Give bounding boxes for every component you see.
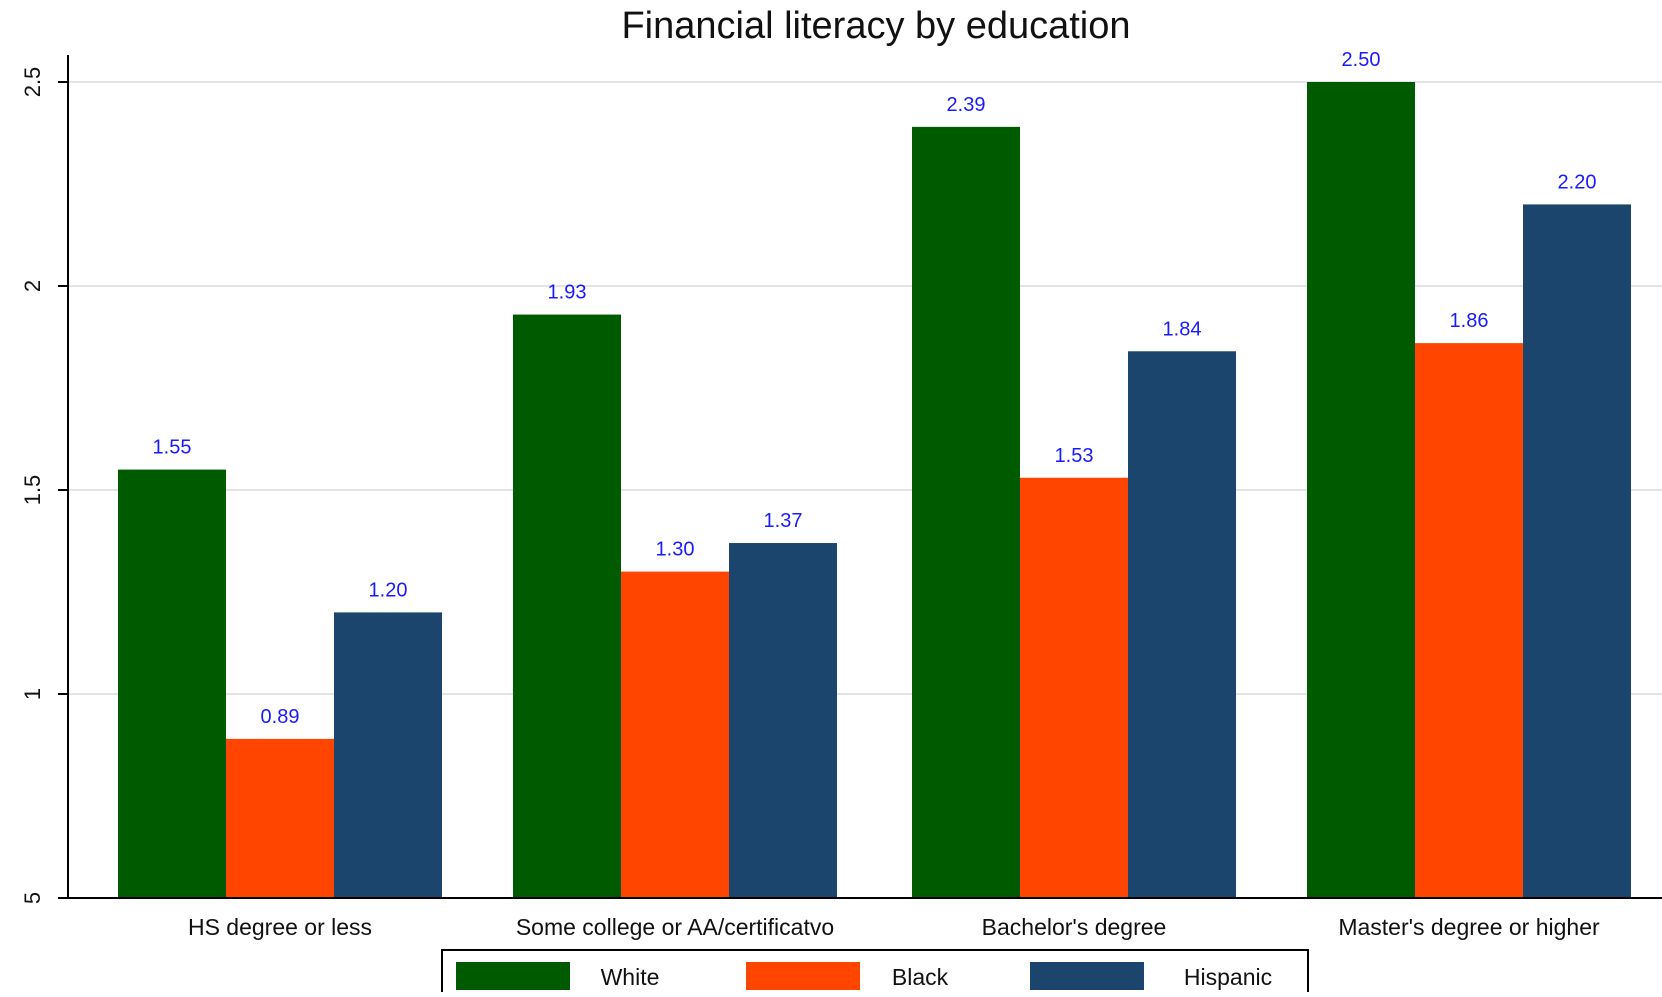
x-category-label: Bachelor's degree bbox=[982, 914, 1167, 940]
data-label: 2.50 bbox=[1342, 49, 1381, 71]
data-label: 0.89 bbox=[261, 706, 300, 728]
chart-title: Financial literacy by education bbox=[621, 5, 1130, 47]
legend: White Black Hispanic bbox=[441, 949, 1309, 997]
bar-white bbox=[1307, 82, 1415, 898]
data-label: 2.39 bbox=[947, 94, 986, 116]
bar-hispanic bbox=[1523, 204, 1631, 898]
legend-swatch-black bbox=[746, 962, 860, 990]
y-tick-label: 2 bbox=[20, 280, 45, 292]
bar-black bbox=[1020, 477, 1128, 898]
bar-hispanic bbox=[729, 543, 837, 898]
x-category-label: Some college or AA/certificatvo bbox=[516, 914, 834, 940]
legend-box bbox=[441, 949, 1309, 997]
bar-hispanic bbox=[1128, 351, 1236, 898]
bar-black bbox=[621, 571, 729, 898]
bars bbox=[118, 82, 1631, 898]
bar-hispanic bbox=[334, 612, 442, 898]
data-label: 1.37 bbox=[764, 510, 803, 532]
data-label: 1.93 bbox=[548, 282, 587, 304]
bar-white bbox=[513, 314, 621, 898]
bar-black bbox=[226, 738, 334, 898]
y-tick-label: 1.5 bbox=[20, 475, 45, 506]
data-label: 1.55 bbox=[153, 437, 192, 459]
bar-black bbox=[1415, 343, 1523, 898]
data-labels: 1.55 0.89 1.20 1.93 1.30 1.37 2.39 1.53 1.84 2.50… bbox=[153, 49, 1597, 728]
data-label: 1.30 bbox=[656, 539, 695, 561]
x-category-label: HS degree or less bbox=[188, 914, 372, 940]
data-label: 1.84 bbox=[1163, 318, 1202, 340]
legend-swatch-white bbox=[456, 962, 570, 990]
legend-label: Black bbox=[892, 964, 949, 990]
bar-white bbox=[912, 126, 1020, 898]
y-tick-label: 1 bbox=[20, 688, 45, 700]
x-category-label: Master's degree or higher bbox=[1338, 914, 1600, 940]
y-tick-label: 5 bbox=[20, 892, 45, 904]
legend-label: Hispanic bbox=[1184, 964, 1272, 990]
bar-white bbox=[118, 469, 226, 898]
data-label: 1.20 bbox=[369, 579, 408, 601]
data-label: 2.20 bbox=[1558, 171, 1597, 193]
legend-label: White bbox=[601, 964, 660, 990]
legend-swatch-hispanic bbox=[1030, 962, 1144, 990]
y-tick-label: 2.5 bbox=[20, 67, 45, 98]
axes: 5 1 1.5 2 2.5 HS degree or less Some college o… bbox=[20, 55, 1662, 940]
data-label: 1.53 bbox=[1055, 445, 1094, 467]
data-label: 1.86 bbox=[1450, 310, 1489, 332]
